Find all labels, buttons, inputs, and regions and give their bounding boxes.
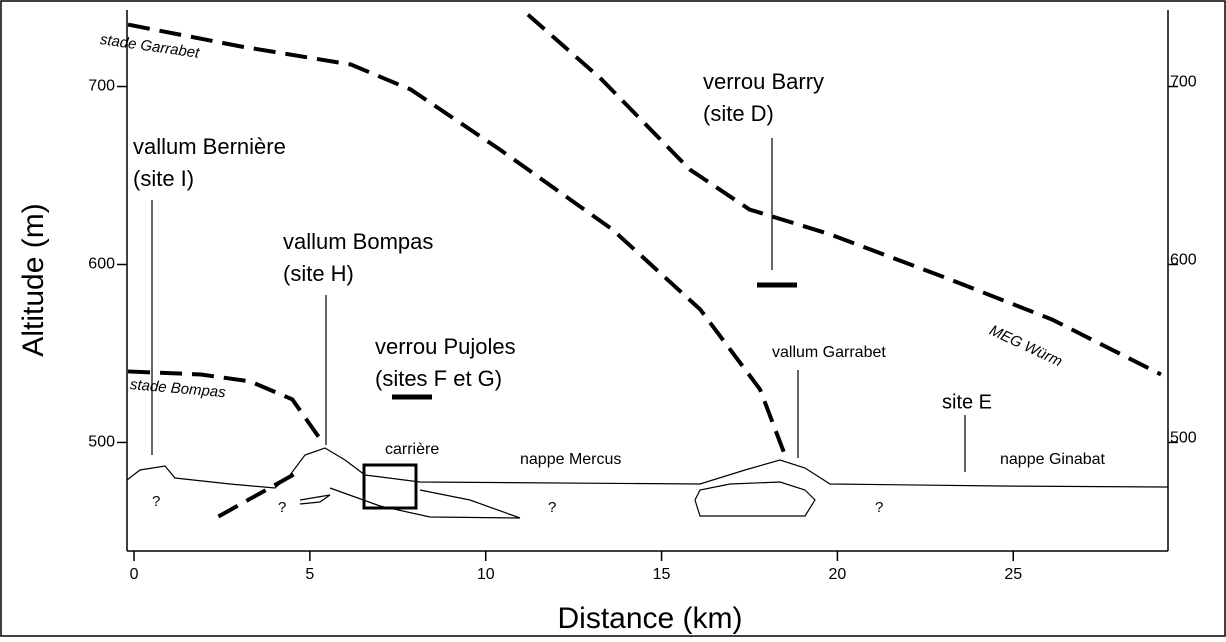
series-label: stade Bompas bbox=[129, 376, 227, 401]
x-tick-label: 25 bbox=[1004, 566, 1022, 583]
x-tick-label: 15 bbox=[653, 566, 671, 583]
annotation: vallum Garrabet bbox=[772, 344, 886, 361]
profile-line bbox=[127, 22, 787, 456]
y-tick-label: 500 bbox=[88, 434, 115, 451]
annotation: ? bbox=[152, 493, 160, 510]
profile-line bbox=[217, 469, 301, 519]
x-tick-label: 5 bbox=[305, 566, 314, 583]
profile-line bbox=[526, 13, 1162, 377]
annotation: ? bbox=[875, 499, 883, 516]
y2-tick-label: 700 bbox=[1170, 74, 1197, 91]
annotation: nappe Mercus bbox=[520, 451, 621, 468]
y-tick-label: 600 bbox=[88, 256, 115, 273]
annotation: (site H) bbox=[283, 261, 354, 286]
annotation: verrou Pujoles bbox=[375, 334, 516, 359]
annotation: (sites F et G) bbox=[375, 366, 502, 391]
annotation: (site D) bbox=[703, 101, 774, 126]
y2-tick-label: 500 bbox=[1170, 430, 1197, 447]
profile-line bbox=[127, 369, 323, 441]
x-tick-label: 10 bbox=[477, 566, 495, 583]
terrain bbox=[126, 138, 1169, 519]
x-tick-label: 20 bbox=[829, 566, 847, 583]
annotation: vallum Bernière bbox=[133, 134, 286, 159]
annotation: carrière bbox=[385, 441, 439, 458]
annotation: ? bbox=[548, 499, 556, 516]
x-tick-label: 0 bbox=[130, 566, 139, 583]
annotation: site E bbox=[942, 391, 992, 413]
annotation: verrou Barry bbox=[703, 69, 824, 94]
y-tick-label: 700 bbox=[88, 78, 115, 95]
x-axis-label: Distance (km) bbox=[557, 602, 742, 635]
y-axis-label: Altitude (m) bbox=[17, 203, 50, 356]
annotation: (site I) bbox=[133, 166, 194, 191]
annotation: vallum Bompas bbox=[283, 229, 433, 254]
series-label: stade Garrabet bbox=[99, 31, 201, 62]
series-label: MEG Würm bbox=[987, 322, 1065, 371]
annotation: nappe Ginabat bbox=[1000, 451, 1106, 468]
annotation: ? bbox=[278, 499, 286, 516]
y2-tick-label: 600 bbox=[1170, 252, 1197, 269]
